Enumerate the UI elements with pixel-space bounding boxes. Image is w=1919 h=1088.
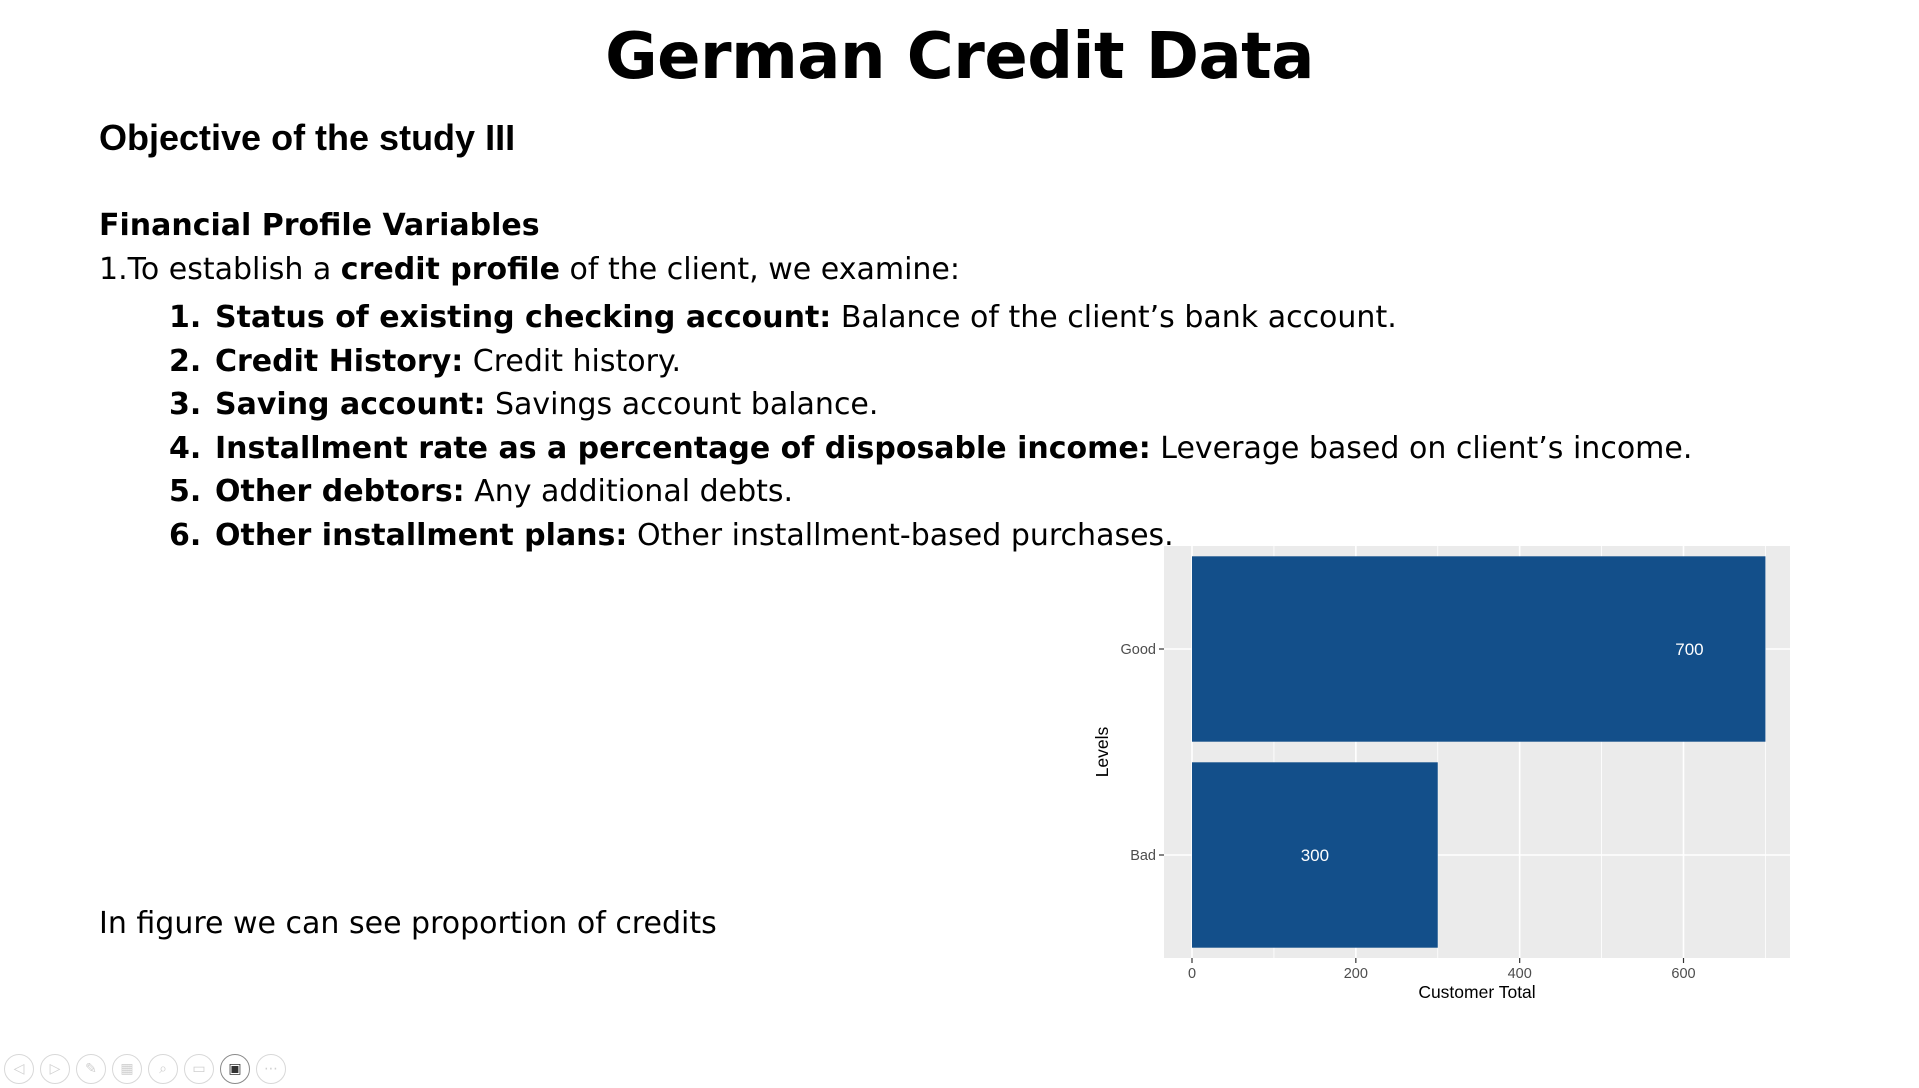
figure-caption: In figure we can see proportion of credi…	[99, 906, 717, 941]
previous-icon: ◁	[13, 1061, 25, 1077]
x-axis-title: Customer Total	[1418, 982, 1535, 1002]
bar-bad	[1192, 762, 1438, 948]
pen-button[interactable]: ✎	[76, 1054, 106, 1084]
list-item-number: 6.	[169, 517, 202, 553]
variables-list: 1. Status of existing checking account: B…	[169, 296, 1692, 558]
list-item-term: Credit History:	[215, 343, 464, 379]
intro-text-bold: credit profile	[340, 252, 561, 287]
list-item-description: Savings account balance.	[485, 387, 879, 423]
list-item-term: Status of existing checking account:	[215, 300, 832, 335]
camera-button[interactable]: ▣	[220, 1054, 250, 1084]
list-item: 1. Status of existing checking account: B…	[169, 296, 1692, 340]
list-item-description: Any additional debts.	[464, 474, 794, 510]
bar-good	[1192, 556, 1766, 742]
zoom-icon: ⌕	[159, 1061, 167, 1077]
list-item-term: Other installment plans:	[215, 517, 628, 553]
list-item-number: 5.	[169, 474, 202, 510]
slides-grid-button[interactable]: ▦	[112, 1054, 142, 1084]
zoom-button[interactable]: ⌕	[148, 1054, 178, 1084]
data-label: 300	[1301, 846, 1329, 865]
slide-title: German Credit Data	[605, 20, 1314, 94]
list-item-description: Credit history.	[463, 343, 681, 379]
intro-text-after: of the client, we examine:	[560, 252, 960, 287]
next-button[interactable]: ▷	[40, 1054, 70, 1084]
section-heading: Financial Profile Variables	[99, 208, 540, 243]
list-item: 6. Other installment plans: Other install…	[169, 514, 1692, 558]
intro-text-before: 1.To establish a	[99, 252, 341, 287]
x-tick-label: 200	[1344, 966, 1368, 982]
y-tick-label: Bad	[1130, 848, 1156, 864]
list-item-number: 1.	[169, 300, 202, 335]
camera-icon: ▣	[228, 1061, 242, 1077]
list-item-description: Other installment-based purchases.	[627, 517, 1174, 553]
x-tick-label: 400	[1508, 966, 1532, 982]
slides-grid-icon: ▦	[120, 1061, 134, 1077]
list-item: 3. Saving account: Savings account balanc…	[169, 383, 1692, 427]
credit-levels-bar-chart: 700 Good 300 Bad 0 200 400 600 Customer Total Lev…	[1092, 546, 1790, 1002]
x-tick-label: 0	[1188, 966, 1196, 982]
subtitles-icon: ▭	[192, 1061, 206, 1077]
data-label: 700	[1675, 640, 1703, 659]
list-item-term: Installment rate as a percentage of disp…	[215, 430, 1151, 466]
list-item-term: Other debtors:	[215, 474, 465, 510]
list-item-term: Saving account:	[215, 387, 486, 423]
list-item-number: 2.	[169, 343, 202, 379]
subtitles-button[interactable]: ▭	[184, 1054, 214, 1084]
list-item: 5. Other debtors: Any additional debts.	[169, 470, 1692, 514]
x-tick-label: 600	[1671, 966, 1695, 982]
intro-line: 1.To establish a credit profile of the c…	[99, 252, 960, 287]
more-options-icon: ⋯	[264, 1061, 278, 1077]
list-item-number: 3.	[169, 387, 202, 423]
presentation-toolbar: ◁ ▷ ✎ ▦ ⌕ ▭ ▣ ⋯	[4, 1054, 286, 1088]
pen-icon: ✎	[85, 1061, 97, 1077]
y-tick-label: Good	[1121, 642, 1156, 658]
y-axis-title: Levels	[1092, 726, 1112, 777]
list-item: 2. Credit History: Credit history.	[169, 340, 1692, 384]
slide-subtitle: Objective of the study III	[99, 117, 516, 158]
list-item-number: 4.	[169, 430, 202, 466]
list-item-description: Balance of the client’s bank account.	[831, 300, 1397, 335]
list-item: 4. Installment rate as a percentage of di…	[169, 427, 1692, 471]
list-item-description: Leverage based on client’s income.	[1150, 430, 1693, 466]
next-icon: ▷	[49, 1061, 61, 1077]
